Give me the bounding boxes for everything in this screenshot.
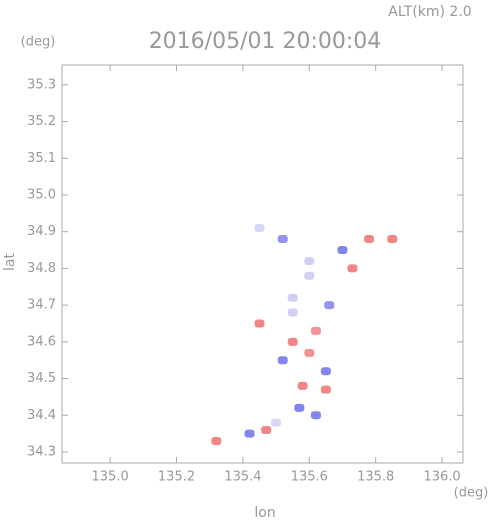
x-tick-label: 135.6 [291, 470, 328, 485]
radar-echo [211, 436, 222, 445]
y-tick-label: 34.6 [27, 334, 56, 349]
y-tick-label: 34.7 [27, 298, 56, 313]
radar-echo [304, 348, 315, 357]
radar-echo [261, 425, 272, 434]
radar-echo [387, 235, 398, 244]
y-tick-label: 34.9 [27, 224, 56, 239]
radar-echo [287, 293, 298, 302]
y-tick-label: 35.2 [27, 114, 56, 129]
y-tick-label: 35.0 [27, 187, 56, 202]
x-axis-label: lon [254, 505, 275, 521]
radar-echo [277, 235, 288, 244]
radar-echo [244, 429, 255, 438]
plot-frame [61, 64, 464, 464]
y-tick-label: 34.5 [27, 371, 56, 386]
x-tick-label: 135.0 [92, 470, 129, 485]
y-tick-label: 34.4 [27, 408, 56, 423]
radar-echo [310, 326, 321, 335]
x-tick-label: 135.4 [224, 470, 261, 485]
x-tick-label: 135.2 [158, 470, 195, 485]
radar-echo [337, 246, 348, 255]
radar-echo [320, 367, 331, 376]
radar-echo [324, 301, 335, 310]
radar-echo [287, 337, 298, 346]
radar-echo [347, 264, 358, 273]
y-tick-label: 34.3 [27, 444, 56, 459]
altitude: ALT(km) 2.0 [388, 4, 471, 20]
radar-echo [320, 385, 331, 394]
radar-echo [271, 418, 282, 427]
radar-echo [304, 257, 315, 266]
radar-echo [310, 411, 321, 420]
radar-echo [364, 235, 375, 244]
radar-echo [277, 356, 288, 365]
radar-echo [294, 403, 305, 412]
y-tick-label: 35.3 [27, 77, 56, 92]
y-tick-label: 34.8 [27, 261, 56, 276]
radar-echo [297, 381, 308, 390]
x-tick-label: 135.8 [357, 470, 394, 485]
y-unit: (deg) [21, 35, 56, 50]
chart-title: 2016/05/01 20:00:04 [149, 29, 382, 54]
x-unit: (deg) [454, 486, 489, 501]
x-tick-label: 136.0 [423, 470, 460, 485]
radar-echo [304, 271, 315, 280]
y-axis-label: lat [2, 253, 18, 271]
y-tick-label: 35.1 [27, 151, 56, 166]
radar-echo [254, 319, 265, 328]
radar-echo [287, 308, 298, 317]
radar-echo [254, 224, 265, 233]
